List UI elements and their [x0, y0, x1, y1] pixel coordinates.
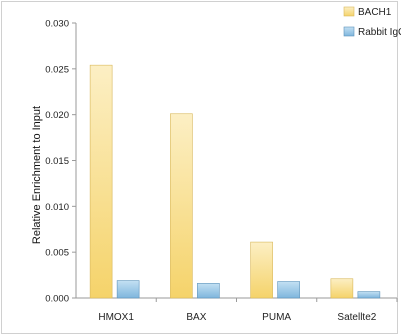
legend-swatch [343, 6, 355, 17]
bar-bach1 [170, 113, 193, 299]
y-tick-label: 0.005 [45, 248, 69, 259]
bars [89, 64, 381, 299]
legend: BACH1 Rabbit IgG [343, 6, 401, 38]
y-tick-label: 0.010 [45, 202, 69, 213]
y-tick-label: 0.000 [45, 294, 69, 305]
axes [75, 23, 398, 302]
y-tick-label: 0.030 [45, 19, 69, 30]
bar-bach1 [89, 64, 113, 299]
x-category-label: BAX [186, 312, 206, 323]
x-category-label: Satellte2 [337, 312, 376, 323]
y-tick-label: 0.015 [45, 156, 69, 167]
y-tick-label: 0.020 [45, 110, 69, 121]
legend-swatch [343, 26, 355, 37]
y-tick-label: 0.025 [45, 64, 69, 75]
y-axis-title: Relative Enrichment to Input [31, 106, 43, 244]
bar-rabbit-igg [197, 283, 220, 299]
bar-bach1 [250, 241, 273, 299]
legend-label: BACH1 [358, 7, 392, 18]
x-category-label: HMOX1 [98, 312, 134, 323]
y-ticks: 0.000 0.005 0.010 0.015 0.020 0.025 0.030 [45, 19, 76, 305]
bar-rabbit-igg [357, 291, 381, 299]
x-category-label: PUMA [262, 312, 291, 323]
bar-bach1 [330, 278, 354, 299]
bar-rabbit-igg [116, 280, 140, 299]
bar-rabbit-igg [277, 281, 300, 299]
x-categories: HMOX1 BAX PUMA Satellte2 [98, 312, 376, 323]
legend-label: Rabbit IgG [358, 27, 401, 38]
